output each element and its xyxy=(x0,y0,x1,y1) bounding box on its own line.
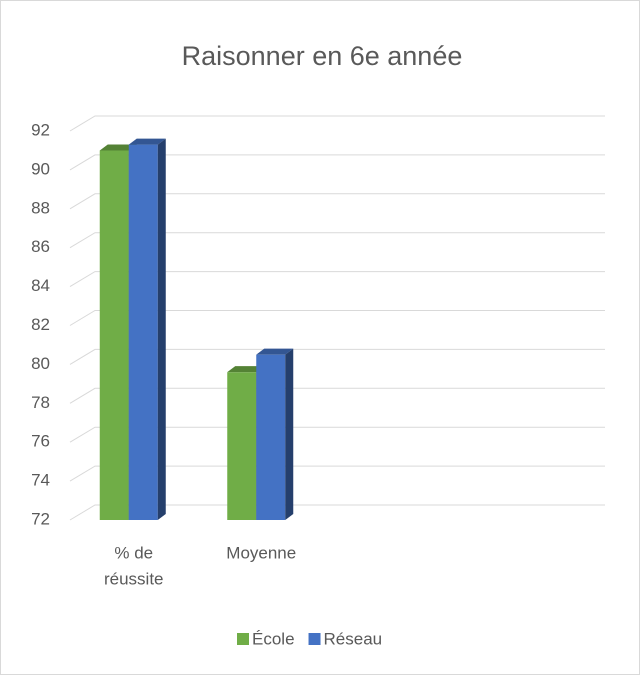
y-tick-label: 90 xyxy=(31,159,50,178)
y-tick-label: 76 xyxy=(31,432,50,451)
bar-side xyxy=(285,348,294,520)
x-tick-label: Moyenne xyxy=(226,543,296,562)
grid-line xyxy=(69,115,605,132)
grid-line xyxy=(69,232,605,249)
bar-top xyxy=(128,138,166,145)
bar-front xyxy=(99,150,129,520)
bar-top xyxy=(256,348,294,355)
grid-line xyxy=(69,426,605,443)
grid-line xyxy=(69,348,605,365)
legend-swatch xyxy=(237,633,249,645)
y-tick-label: 72 xyxy=(31,509,50,528)
grid-line xyxy=(69,310,605,326)
chart-title: Raisonner en 6e année xyxy=(182,41,463,71)
y-tick-label: 86 xyxy=(31,237,50,256)
y-tick-label: 78 xyxy=(31,393,50,412)
legend-label: Réseau xyxy=(324,629,383,648)
legend-label: École xyxy=(252,629,295,648)
grid-line xyxy=(69,504,605,521)
grid-line xyxy=(69,271,605,288)
y-tick-label: 74 xyxy=(31,471,50,490)
bar-top xyxy=(227,366,265,373)
x-tick-label: réussite xyxy=(104,569,164,588)
bar-side xyxy=(157,138,166,521)
legend-swatch xyxy=(308,633,321,645)
y-tick-label: 92 xyxy=(31,120,50,139)
bar-front xyxy=(227,372,257,520)
y-tick-label: 84 xyxy=(31,276,50,295)
bar-front xyxy=(128,144,158,521)
grid-line xyxy=(69,193,605,210)
bar-front xyxy=(256,354,286,520)
x-tick-label: % de xyxy=(114,543,153,562)
grid-line xyxy=(69,154,605,171)
bar-top xyxy=(99,144,137,151)
y-tick-label: 88 xyxy=(31,198,50,217)
grid-line xyxy=(69,465,605,482)
grid-line xyxy=(69,387,605,404)
y-tick-label: 80 xyxy=(31,354,50,373)
bar xyxy=(256,348,294,520)
y-tick-label: 82 xyxy=(31,315,50,334)
bar xyxy=(128,138,166,521)
